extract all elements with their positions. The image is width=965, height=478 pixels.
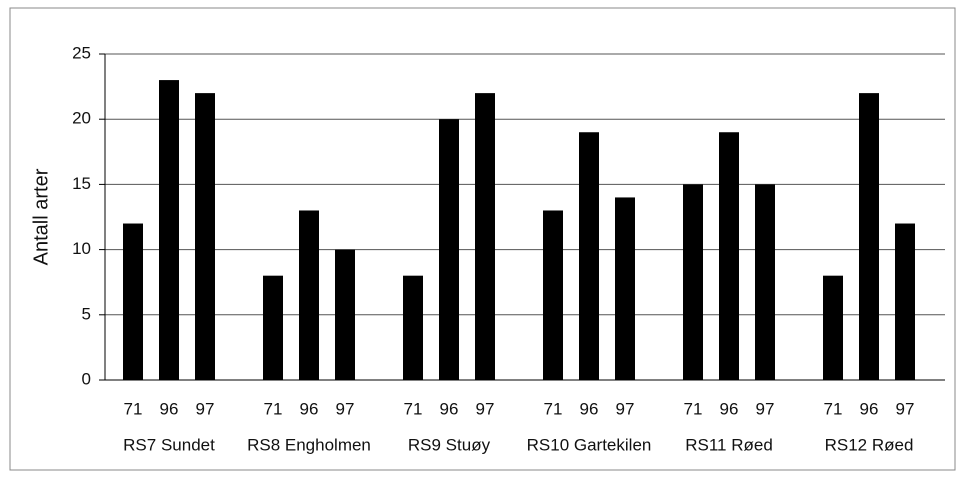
y-tick-label: 0	[82, 369, 91, 388]
bar	[615, 197, 635, 380]
bar	[579, 132, 599, 380]
x-group-label: RS11 Røed	[685, 435, 773, 454]
bar	[719, 132, 739, 380]
bar	[123, 223, 143, 380]
x-tick-label: 96	[440, 399, 459, 418]
x-tick-label: 96	[860, 399, 879, 418]
x-tick-label: 71	[264, 399, 283, 418]
y-tick-label: 10	[72, 239, 91, 258]
y-tick-label: 5	[82, 304, 91, 323]
bar	[299, 210, 319, 380]
y-axis-label: Antall arter	[30, 168, 52, 265]
bar	[195, 93, 215, 381]
x-group-label: RS10 Gartekilen	[527, 435, 652, 454]
bar	[683, 184, 703, 380]
x-tick-label: 97	[896, 399, 915, 418]
y-tick-label: 25	[72, 43, 91, 62]
x-tick-label: 71	[124, 399, 143, 418]
bar	[895, 223, 915, 380]
x-tick-label: 96	[160, 399, 179, 418]
y-tick-label: 15	[72, 174, 91, 193]
x-tick-label: 97	[616, 399, 635, 418]
x-group-label: RS9 Stuøy	[408, 435, 491, 454]
x-group-label: RS7 Sundet	[123, 435, 215, 454]
bar	[335, 249, 355, 380]
x-group-label: RS12 Røed	[825, 435, 914, 454]
x-tick-label: 71	[684, 399, 703, 418]
bar	[543, 210, 563, 380]
bar	[475, 93, 495, 381]
bar	[403, 275, 423, 380]
bar	[263, 275, 283, 380]
x-tick-label: 97	[336, 399, 355, 418]
x-group-label: RS8 Engholmen	[247, 435, 371, 454]
x-tick-label: 97	[196, 399, 215, 418]
bar	[439, 119, 459, 380]
x-tick-label: 96	[720, 399, 739, 418]
x-tick-label: 97	[476, 399, 495, 418]
bar	[859, 93, 879, 381]
x-tick-label: 96	[580, 399, 599, 418]
x-tick-label: 71	[824, 399, 843, 418]
x-tick-label: 71	[404, 399, 423, 418]
x-tick-label: 96	[300, 399, 319, 418]
bar	[755, 184, 775, 380]
x-tick-label: 71	[544, 399, 563, 418]
y-tick-label: 20	[72, 109, 91, 128]
bar	[159, 80, 179, 380]
chart-frame	[9, 7, 956, 471]
x-tick-label: 97	[756, 399, 775, 418]
bar	[823, 275, 843, 380]
